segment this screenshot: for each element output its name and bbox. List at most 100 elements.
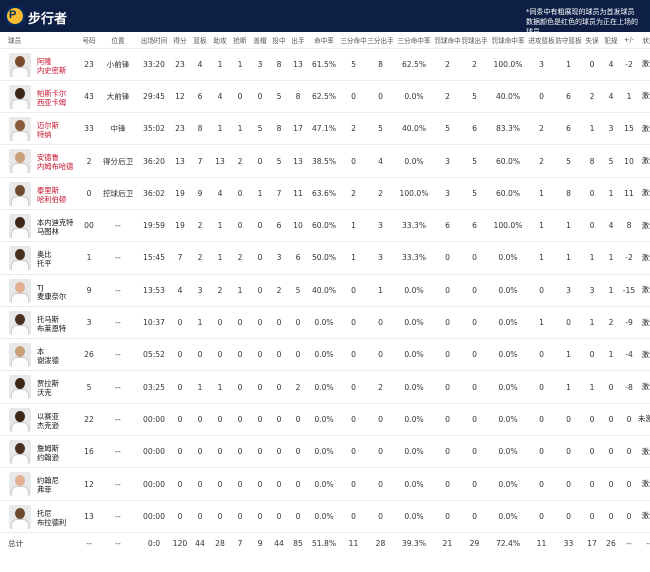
player-cell[interactable]: 詹姆斯 约翰逊 <box>0 435 80 468</box>
player-name[interactable]: TJ 麦康奈尔 <box>37 282 67 301</box>
player-row[interactable]: 奥比 托平 1 -- 15:45 7 2 1 2 0 3 6 50.0% 1 3 33.3% 0 0 0.0% 1 1 1… <box>0 241 650 275</box>
column-header[interactable]: 出场时间 <box>140 36 168 45</box>
player-cell[interactable]: 托马斯 布莱恩特 <box>0 305 80 339</box>
player-cell[interactable]: 帕斯卡尔 西亚卡姆 <box>0 79 80 113</box>
player-cell[interactable]: 约翰尼 弗菲 <box>0 467 80 501</box>
player-cell[interactable]: 泰里斯 哈利伯顿 <box>0 176 80 210</box>
position: 小前锋 <box>98 47 138 81</box>
player-name[interactable]: 贾拉斯 沃克 <box>37 379 59 398</box>
stat-cell: 1 <box>582 305 602 339</box>
player-name[interactable]: 安德鲁 内姆布哈德 <box>37 153 74 172</box>
player-row[interactable]: 托尼 布拉德利 13 -- 00:00 0 0 0 0 0 0 0 0.0% 0 0 0.0% 0 0 0.0% 0 0… <box>0 499 650 533</box>
stat-cell: 0.0% <box>308 402 340 436</box>
column-header[interactable]: 助攻 <box>213 36 227 45</box>
stat-cell: 0 <box>461 499 488 533</box>
column-header[interactable]: 三分出手 <box>367 36 394 45</box>
stat-cell: 1 <box>528 241 555 275</box>
player-cell[interactable]: 本谢泼德 <box>0 338 80 371</box>
player-cell[interactable]: 托尼 布拉德利 <box>0 499 80 533</box>
player-cell[interactable]: 以赛亚 杰克逊 <box>0 402 80 436</box>
stat-cell: 3 <box>434 176 461 210</box>
player-row[interactable]: 以赛亚 杰克逊 22 -- 00:00 0 0 0 0 0 0 0 0.0% 0 0 0.0% 0 0 0.0% 0 0… <box>0 402 650 436</box>
player-cell[interactable]: 阿隆 内史密斯 <box>0 47 80 81</box>
stat-cell: 0 <box>434 435 461 468</box>
stat-cell: 0 <box>210 338 230 371</box>
player-name[interactable]: 托尼 布拉德利 <box>37 508 67 527</box>
player-row[interactable]: 帕斯卡尔 西亚卡姆 43 大前锋 29:45 12 6 4 0 0 5 8 62.5% 0 0 0.0% 2 5 4… <box>0 79 650 113</box>
player-avatar <box>9 117 31 142</box>
player-cell[interactable]: 迈尔斯 特纳 <box>0 112 80 145</box>
player-row[interactable]: 本内迪克特 马图林 00 -- 19:59 19 2 1 0 0 6 10 60.0% 1 3 33.3% 6 6… <box>0 208 650 242</box>
column-header[interactable]: 球员 <box>8 36 22 45</box>
column-header[interactable]: 位置 <box>111 36 125 45</box>
column-header[interactable]: 号码 <box>82 36 96 45</box>
stat-cell: 9 <box>190 176 210 210</box>
player-name[interactable]: 詹姆斯 约翰逊 <box>37 444 59 463</box>
player-name[interactable]: 约翰尼 弗菲 <box>37 476 59 495</box>
player-row[interactable]: 贾拉斯 沃克 5 -- 03:25 0 1 1 0 0 0 2 0.0% 0 2 0.0% 0 0 0.0% 0 1 1 0… <box>0 370 650 404</box>
player-cell[interactable]: 本内迪克特 马图林 <box>0 208 80 242</box>
stat-cell: 6 <box>190 79 210 113</box>
player-cell[interactable]: 奥比 托平 <box>0 241 80 275</box>
player-name[interactable]: 本内迪克特 马图林 <box>37 217 74 236</box>
column-header[interactable]: +/- <box>623 35 635 44</box>
totals-stat-cell: 44 <box>270 531 288 554</box>
player-row[interactable]: 迈尔斯 特纳 33 中锋 35:02 23 8 1 1 5 8 17 47.1% 2 5 40.0% 5 6 83.… <box>0 112 650 145</box>
column-header[interactable]: 进攻篮板 <box>528 36 555 45</box>
stat-cell: 100.0% <box>488 47 528 81</box>
stat-cell: 0 <box>528 338 555 371</box>
player-row[interactable]: 詹姆斯 约翰逊 16 -- 00:00 0 0 0 0 0 0 0 0.0% 0 0 0.0% 0 0 0.0% 0 0… <box>0 435 650 468</box>
column-header[interactable]: 抢断 <box>233 36 247 45</box>
player-row[interactable]: 泰里斯 哈利伯顿 0 控球后卫 36:02 19 9 4 0 1 7 11 63.6% 2 2 100.0% 3… <box>0 176 650 210</box>
position: 控球后卫 <box>98 176 138 210</box>
player-name[interactable]: 迈尔斯 特纳 <box>37 121 59 140</box>
position: -- <box>98 273 138 307</box>
column-header[interactable]: 罚球命中 <box>434 36 461 45</box>
totals-row: 总计 -- -- 0:0 120 44 28 7 9 44 85 51.8% 11 28 39.3% 21 29… <box>0 531 650 554</box>
stat-cell: 0 <box>340 499 367 533</box>
player-cell[interactable]: 安德鲁 内姆布哈德 <box>0 144 80 178</box>
player-cell[interactable]: 贾拉斯 沃克 <box>0 370 80 404</box>
column-header[interactable]: 盖帽 <box>253 36 267 45</box>
stat-cell: 47.1% <box>308 112 340 145</box>
player-name[interactable]: 本谢泼德 <box>37 347 59 366</box>
player-name[interactable]: 泰里斯 哈利伯顿 <box>37 185 67 204</box>
player-row[interactable]: 本谢泼德 26 -- 05:52 0 0 0 0 0 0 0 0.0% 0 0 0.0% 0 0 0.0% 0 1 0 1… <box>0 338 650 371</box>
stat-cell: 0 <box>340 273 367 307</box>
column-header[interactable]: 得分 <box>173 36 187 45</box>
stat-cell: 10 <box>288 208 308 242</box>
column-header[interactable]: 篮板 <box>193 36 207 45</box>
stat-cell: 0.0% <box>394 273 434 307</box>
player-avatar <box>9 84 31 109</box>
player-row[interactable]: 安德鲁 内姆布哈德 2 得分后卫 36:20 13 7 13 2 0 5 13 38.5% 0 4 0.0% 3… <box>0 144 650 178</box>
player-row[interactable]: 托马斯 布莱恩特 3 -- 10:37 0 1 0 0 0 0 0 0.0% 0 0 0.0% 0 0 0.0% 1 0… <box>0 305 650 339</box>
column-header[interactable]: 三分命中率 <box>397 36 431 45</box>
player-row[interactable]: 阿隆 内史密斯 23 小前锋 33:20 23 4 1 1 3 8 13 61.5% 5 8 62.5% 2 2 1… <box>0 47 650 81</box>
player-name[interactable]: 以赛亚 杰克逊 <box>37 411 59 430</box>
column-header[interactable]: 罚球出手 <box>461 36 488 45</box>
player-name[interactable]: 奥比 托平 <box>37 250 52 269</box>
stat-cell: 0.0% <box>308 467 340 501</box>
column-header[interactable]: 三分命中 <box>340 36 367 45</box>
player-row[interactable]: TJ 麦康奈尔 9 -- 13:53 4 3 2 1 0 2 5 40.0% 0 1 0.0% 0 0 0.0% 0 3… <box>0 273 650 307</box>
column-header[interactable]: 状态 <box>642 36 650 45</box>
stat-cell: 4 <box>602 47 620 81</box>
stat-cell: 3 <box>528 47 555 81</box>
player-name[interactable]: 帕斯卡尔 西亚卡姆 <box>37 88 67 107</box>
player-name[interactable]: 阿隆 内史密斯 <box>37 56 67 75</box>
column-header[interactable]: 防守篮板 <box>555 36 582 45</box>
totals-stat-cell: 39.3% <box>394 531 434 554</box>
column-header[interactable]: 失误 <box>585 36 599 45</box>
stat-cell: 8 <box>190 112 210 145</box>
column-header[interactable]: 命中率 <box>314 36 334 45</box>
player-row[interactable]: 约翰尼 弗菲 12 -- 00:00 0 0 0 0 0 0 0 0.0% 0 0 0.0% 0 0 0.0% 0 0 0… <box>0 467 650 501</box>
stat-cell: 0 <box>434 499 461 533</box>
totals-stat-cell: 72.4% <box>488 531 528 554</box>
column-header[interactable]: 犯规 <box>604 36 618 45</box>
player-name[interactable]: 托马斯 布莱恩特 <box>37 314 67 333</box>
stat-cell: 0 <box>170 338 190 371</box>
column-header[interactable]: 投中 <box>272 36 286 45</box>
player-cell[interactable]: TJ 麦康奈尔 <box>0 273 80 307</box>
column-header[interactable]: 罚球命中率 <box>491 36 525 45</box>
column-header[interactable]: 出手 <box>291 36 305 45</box>
